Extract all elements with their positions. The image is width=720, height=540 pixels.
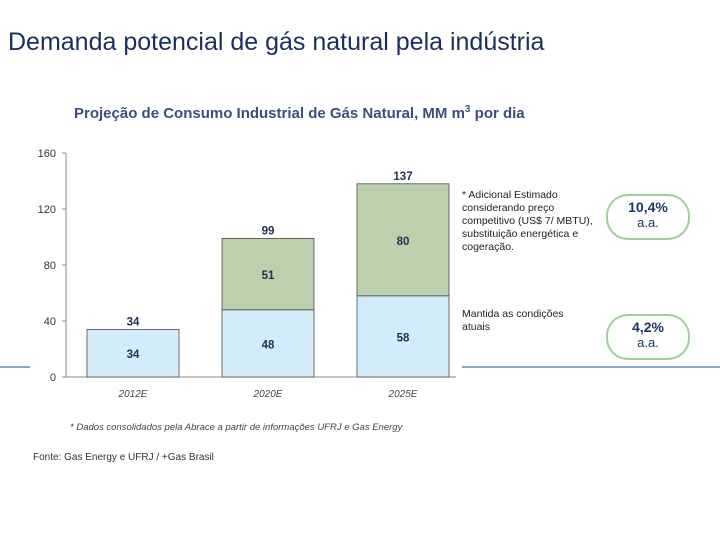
- bar-total-label: 99: [262, 225, 275, 237]
- y-tick-label: 80: [44, 260, 56, 272]
- chart-footnote: * Dados consolidados pela Abrace a parti…: [70, 422, 404, 433]
- badge-percentage: 4,2%: [632, 319, 664, 335]
- bar-layer: [86, 183, 450, 378]
- bar-total-label: 34: [127, 316, 140, 328]
- chart-title: Projeção de Consumo Industrial de Gás Na…: [74, 104, 525, 122]
- chart-title-main: Projeção de Consumo Industrial de Gás Na…: [74, 105, 465, 122]
- chart-title-superscript: 3: [464, 104, 471, 115]
- decorative-line-right: [462, 366, 720, 368]
- segment-value-label: 58: [397, 332, 410, 344]
- chart-title-tail: por dia: [470, 105, 525, 122]
- badge-unit: a.a.: [637, 335, 659, 350]
- x-tick-label: 2025E: [388, 389, 418, 400]
- annotation-additional: * Adicional Estimado considerando preço …: [462, 189, 593, 253]
- bar-segment-maintained: [356, 295, 450, 378]
- y-tick-label: 40: [44, 316, 56, 328]
- x-tick-label: 2012E: [118, 389, 148, 400]
- y-tick-label: 120: [38, 204, 56, 216]
- bar-total-label: 137: [393, 171, 412, 183]
- decorative-line-left: [0, 366, 30, 368]
- annotation-maintained: Mantida as condições atuais: [462, 308, 564, 333]
- growth-badge-additional: 10,4% a.a.: [606, 194, 690, 240]
- y-tick-label: 160: [38, 148, 56, 160]
- label-layer: 34 34 48 51 99 58 80 137: [127, 171, 413, 361]
- segment-value-label: 34: [127, 349, 140, 361]
- segment-value-label: 80: [397, 236, 410, 248]
- growth-badge-maintained: 4,2% a.a.: [606, 314, 690, 360]
- bar-segment-additional: [356, 183, 450, 297]
- segment-value-label: 51: [262, 270, 275, 282]
- y-tick-label: 0: [50, 372, 56, 384]
- bar-segment-maintained: [86, 328, 180, 378]
- badge-unit: a.a.: [637, 215, 659, 230]
- segment-value-label: 48: [262, 339, 275, 351]
- slide-title: Demanda potencial de gás natural pela in…: [8, 28, 545, 56]
- bar-segment-additional: [221, 237, 315, 311]
- x-tick-label: 2020E: [253, 389, 283, 400]
- source-note: Fonte: Gas Energy e UFRJ / +Gas Brasil: [33, 452, 214, 463]
- badge-percentage: 10,4%: [628, 199, 668, 215]
